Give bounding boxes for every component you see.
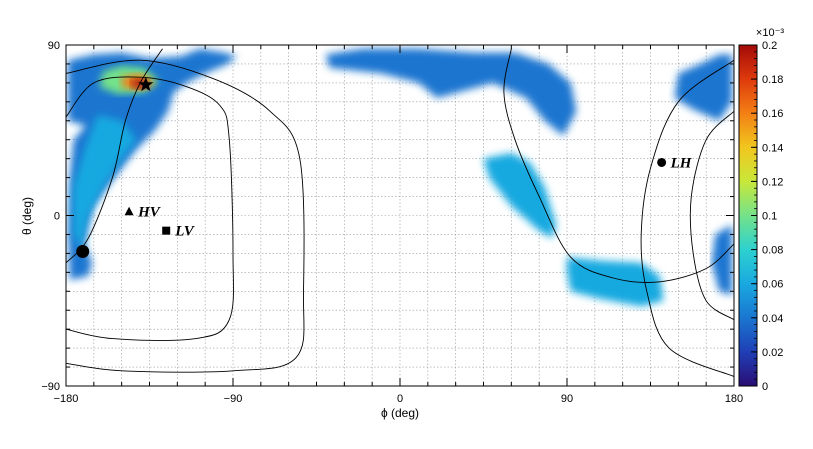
marker-label-hv: HV [137, 205, 162, 221]
y-tick-label: 90 [48, 40, 60, 52]
region-eastern-edge [711, 225, 733, 296]
contour-eastern-contour [640, 59, 734, 377]
contour-southeast-contour [689, 110, 734, 321]
contour-lines [66, 48, 734, 377]
colorbar: ×10⁻³ 0 0.02 0.04 0.06 0.08 0.1 0.12 0.14 0.16 0.… [738, 27, 784, 393]
marker-lh [657, 157, 667, 167]
contour-western-outer-contour [66, 59, 305, 373]
colorbar-tick-label: 0 [762, 381, 768, 393]
colorbar-tick-label: 0.04 [762, 313, 783, 325]
y-tick-label: 0 [54, 211, 60, 223]
region-southern-blob [567, 257, 664, 307]
x-tick-label: 90 [561, 393, 573, 405]
colorbar-tick-label: 0.1 [762, 211, 777, 223]
colorbar-tick-label: 0.16 [762, 108, 783, 120]
marker-label-lh: LH [670, 155, 693, 171]
source-markers: HV LV LH [76, 76, 693, 258]
marker-hv [124, 206, 134, 216]
x-tick-label: −90 [224, 393, 243, 405]
y-axis-label: θ (deg) [20, 197, 34, 235]
y-tick-label: −90 [41, 381, 60, 393]
colorbar-tick-label: 0.14 [762, 142, 783, 154]
contour-source-track [66, 48, 163, 264]
region-northwest-lobe [67, 48, 237, 280]
region-northwest-stripe [73, 115, 137, 263]
colorbar-tick-label: 0.02 [762, 347, 783, 359]
colorbar-tick-label: 0.06 [762, 279, 783, 291]
colorbar-tick-label: 0.2 [762, 40, 777, 52]
contour-eastern-arc [503, 48, 734, 283]
marker-lv [162, 226, 171, 235]
marker-label-lv: LV [174, 224, 196, 240]
contour-western-contour [66, 76, 234, 341]
marker-circle [76, 244, 90, 258]
colorbar-tick-label: 0.08 [762, 245, 783, 257]
x-tick-label: −180 [54, 393, 79, 405]
colorbar-exponent: ×10⁻³ [756, 27, 784, 39]
x-tick-label: 0 [397, 393, 403, 405]
region-central-blob [483, 153, 556, 239]
x-axis-label: ϕ (deg) [381, 406, 419, 420]
marker-star [138, 76, 154, 92]
colorbar-tick-label: 0.18 [762, 74, 783, 86]
colorbar-tick-label: 0.12 [762, 176, 783, 188]
x-tick-label: 180 [725, 393, 743, 405]
region-northern-band [325, 48, 577, 136]
